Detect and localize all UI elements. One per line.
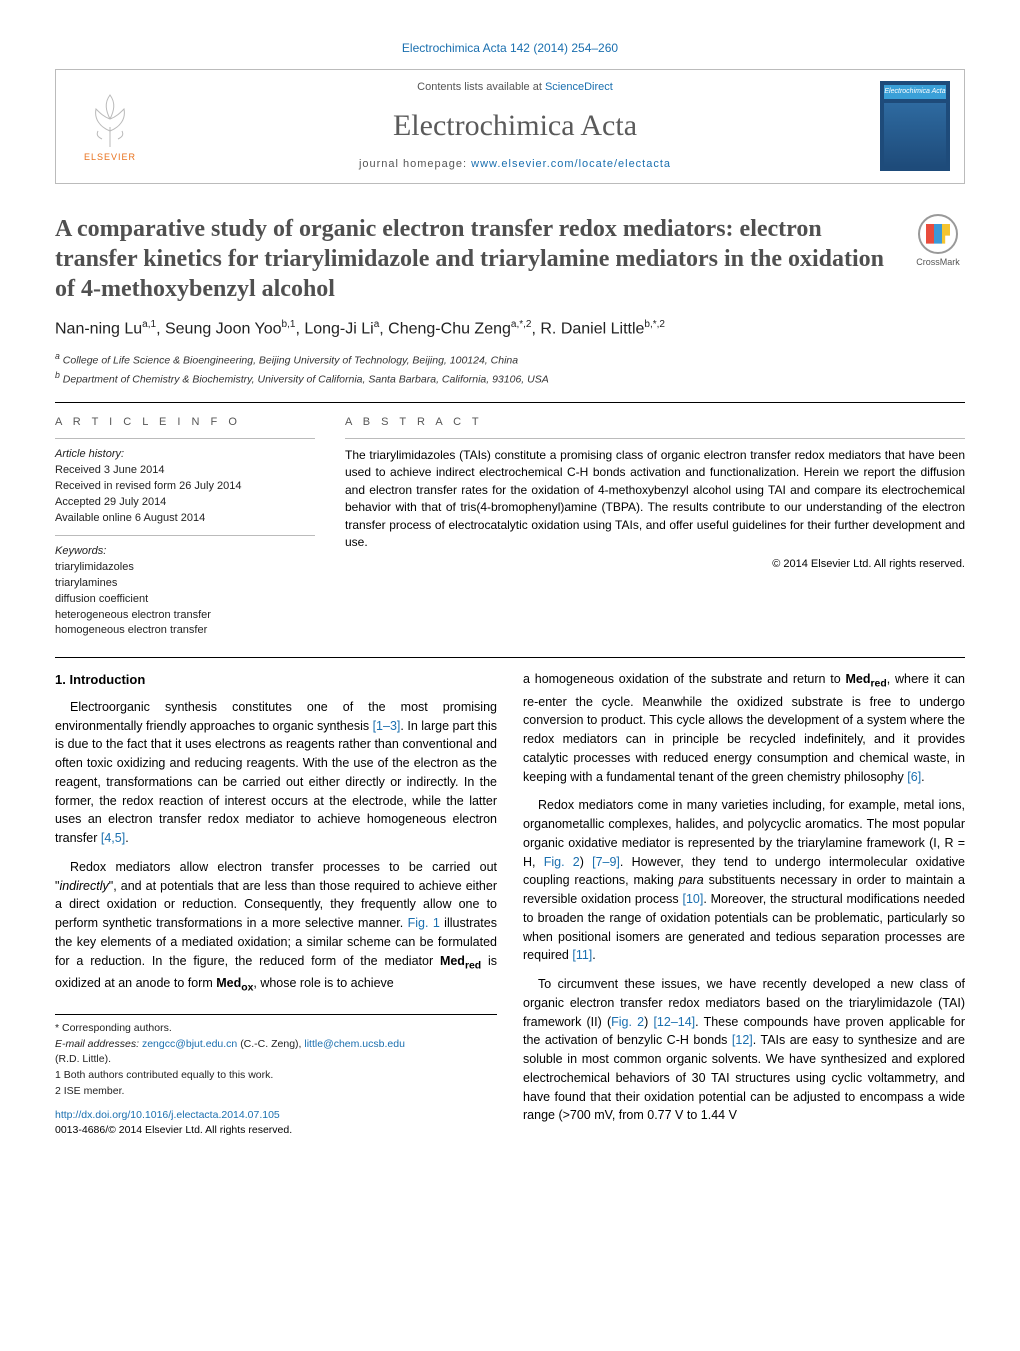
contents-prefix: Contents lists available at	[417, 81, 545, 93]
corresponding-note: * Corresponding authors.	[55, 1021, 497, 1037]
crossmark-badge[interactable]: CrossMark	[911, 214, 965, 269]
homepage-prefix: journal homepage:	[359, 158, 471, 170]
section-heading: 1. Introduction	[55, 670, 497, 690]
body-paragraph: Redox mediators allow electron transfer …	[55, 858, 497, 996]
journal-homepage-link[interactable]: www.elsevier.com/locate/electacta	[471, 158, 671, 170]
abstract-copyright: © 2014 Elsevier Ltd. All rights reserved…	[345, 557, 965, 572]
body-paragraph: Electroorganic synthesis constitutes one…	[55, 698, 497, 848]
keywords-block: Keywords: triarylimidazolestriarylamines…	[55, 544, 315, 640]
abstract-block: A B S T R A C T The triarylimidazoles (T…	[345, 415, 965, 640]
affiliation: a College of Life Science & Bioengineeri…	[55, 350, 965, 368]
thin-divider	[345, 438, 965, 439]
elsevier-tree-icon	[80, 89, 140, 149]
journal-homepage-line: journal homepage: www.elsevier.com/locat…	[166, 157, 864, 172]
publisher-logo: ELSEVIER	[70, 81, 150, 171]
corr-email-1[interactable]: zengcc@bjut.edu.cn	[142, 1038, 237, 1050]
body-columns: 1. Introduction Electroorganic synthesis…	[55, 670, 965, 1139]
abstract-heading: A B S T R A C T	[345, 415, 965, 430]
sciencedirect-link[interactable]: ScienceDirect	[545, 81, 613, 93]
contents-lists-line: Contents lists available at ScienceDirec…	[166, 80, 864, 95]
history-line: Accepted 29 July 2014	[55, 496, 166, 508]
section-title: Introduction	[69, 672, 145, 687]
header-center: Contents lists available at ScienceDirec…	[166, 80, 864, 173]
section-number: 1.	[55, 672, 66, 687]
abstract-text: The triarylimidazoles (TAIs) constitute …	[345, 447, 965, 551]
section-divider	[55, 657, 965, 658]
history-line: Available online 6 August 2014	[55, 512, 205, 524]
corr-email-2[interactable]: little@chem.ucsb.edu	[304, 1038, 405, 1050]
body-paragraph: a homogeneous oxidation of the substrate…	[523, 670, 965, 786]
keyword: triarylimidazoles	[55, 560, 315, 576]
email-line: E-mail addresses: zengcc@bjut.edu.cn (C.…	[55, 1037, 497, 1053]
author-list: Nan-ning Lua,1, Seung Joon Yoob,1, Long-…	[55, 318, 965, 341]
crossmark-label: CrossMark	[911, 256, 965, 269]
journal-cover-thumb: Electrochimica Acta	[880, 81, 950, 171]
keyword: triarylamines	[55, 576, 315, 592]
journal-title: Electrochimica Acta	[166, 105, 864, 147]
article-info-heading: A R T I C L E I N F O	[55, 415, 315, 430]
keyword: diffusion coefficient	[55, 592, 315, 608]
history-label: Article history:	[55, 448, 124, 460]
thin-divider	[55, 438, 315, 439]
issn-copyright: 0013-4686/© 2014 Elsevier Ltd. All right…	[55, 1124, 292, 1136]
article-info-sidebar: A R T I C L E I N F O Article history: R…	[55, 415, 315, 640]
email-label: E-mail addresses:	[55, 1038, 139, 1050]
journal-header: ELSEVIER Contents lists available at Sci…	[55, 69, 965, 184]
affiliation: b Department of Chemistry & Biochemistry…	[55, 369, 965, 387]
right-column: a homogeneous oxidation of the substrate…	[523, 670, 965, 1139]
thin-divider	[55, 535, 315, 536]
journal-reference: Electrochimica Acta 142 (2014) 254–260	[55, 40, 965, 57]
left-column: 1. Introduction Electroorganic synthesis…	[55, 670, 497, 1139]
history-line: Received in revised form 26 July 2014	[55, 480, 241, 492]
email2-who: (R.D. Little).	[55, 1052, 497, 1068]
crossmark-icon	[918, 214, 958, 254]
body-paragraph: Redox mediators come in many varieties i…	[523, 796, 965, 965]
section-divider	[55, 402, 965, 403]
keyword: homogeneous electron transfer	[55, 623, 315, 639]
article-history: Article history: Received 3 June 2014 Rec…	[55, 447, 315, 527]
footnote-2: 2 ISE member.	[55, 1084, 497, 1100]
article-title: A comparative study of organic electron …	[55, 214, 895, 304]
doi-block: http://dx.doi.org/10.1016/j.electacta.20…	[55, 1108, 497, 1140]
keywords-label: Keywords:	[55, 545, 106, 557]
footnote-1: 1 Both authors contributed equally to th…	[55, 1068, 497, 1084]
history-line: Received 3 June 2014	[55, 464, 164, 476]
footnotes: * Corresponding authors. E-mail addresse…	[55, 1014, 497, 1100]
email1-who: (C.-C. Zeng),	[240, 1038, 301, 1050]
publisher-name: ELSEVIER	[84, 151, 136, 164]
cover-title: Electrochimica Acta	[880, 87, 950, 97]
keyword: heterogeneous electron transfer	[55, 608, 315, 624]
doi-link[interactable]: http://dx.doi.org/10.1016/j.electacta.20…	[55, 1109, 280, 1121]
body-paragraph: To circumvent these issues, we have rece…	[523, 975, 965, 1125]
